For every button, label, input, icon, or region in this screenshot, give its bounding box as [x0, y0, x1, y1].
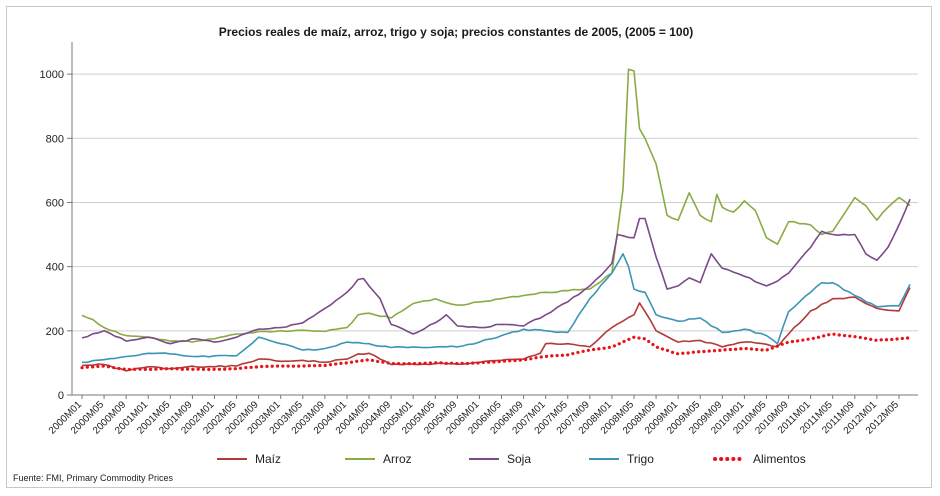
legend-label-1: Maíz [255, 452, 281, 466]
legend-label-4: Trigo [627, 452, 654, 466]
series-line-1 [81, 287, 911, 372]
y-tick-label: 200 [46, 326, 64, 338]
plot-area [80, 68, 912, 372]
y-axis: 0 200 400 600 800 1000 [40, 42, 73, 402]
series-line-4 [82, 253, 911, 364]
y-tick-label: 800 [46, 133, 64, 145]
y-tick-label: 0 [58, 390, 64, 402]
y-tick-label: 600 [46, 197, 64, 209]
line-chart: Precios reales de maíz, arroz, trigo y s… [13, 25, 918, 483]
y-tick-label: 400 [46, 262, 64, 274]
legend-label-5: Alimentos [753, 452, 806, 466]
series-line-2 [81, 68, 911, 343]
chart-frame: Precios reales de maíz, arroz, trigo y s… [6, 6, 932, 488]
grid [72, 73, 918, 396]
legend-label-2: Arroz [383, 452, 412, 466]
y-tick-label: 1000 [40, 69, 64, 81]
series-line-3 [81, 198, 911, 345]
series-line-5 [80, 332, 912, 372]
legend-label-3: Soja [507, 452, 531, 466]
x-axis: 2000M012000M052000M092001M012001M052001M… [47, 395, 901, 437]
source-note: Fuente: FMI, Primary Commodity Prices [13, 473, 174, 483]
legend: Maíz Arroz Soja Trigo Alimentos [217, 452, 806, 466]
chart-title: Precios reales de maíz, arroz, trigo y s… [219, 25, 694, 39]
